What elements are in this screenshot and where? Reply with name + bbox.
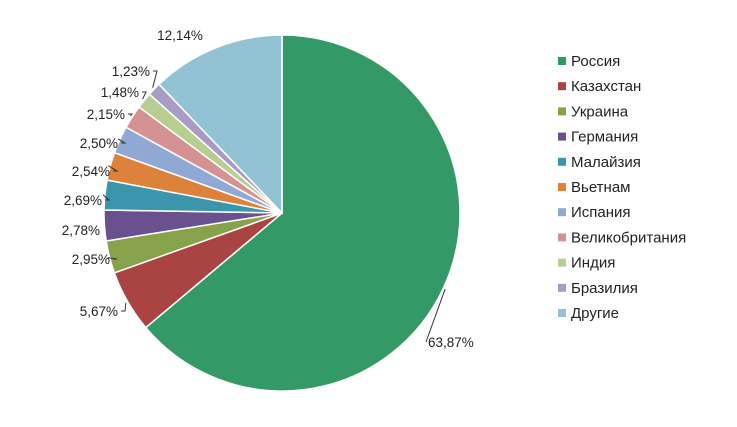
pie-slice-11 [157, 34, 283, 215]
data-label: 2,78% [62, 223, 100, 238]
legend-label: Вьетнам [571, 179, 630, 196]
data-label: 12,14% [157, 28, 203, 43]
leader-line [142, 91, 147, 100]
legend-swatch [558, 57, 566, 65]
legend-label: Малайзия [571, 154, 641, 171]
data-label: 2,15% [87, 107, 125, 122]
leader-line [117, 138, 127, 144]
leader-line [107, 257, 118, 260]
legend-label: Бразилия [571, 280, 638, 297]
legend-swatch [558, 283, 566, 292]
legend-swatch [558, 233, 566, 242]
legend-swatch [558, 183, 566, 191]
legend-label: Германия [571, 129, 638, 146]
data-label: 2,95% [72, 252, 110, 267]
data-label: 2,54% [72, 164, 110, 179]
legend-label: Испания [571, 204, 631, 221]
legend-swatch [558, 157, 566, 166]
legend-swatch [558, 258, 566, 267]
leader-line [425, 288, 446, 343]
data-label: 2,50% [80, 136, 118, 151]
legend-swatch [558, 82, 566, 91]
leader-line [128, 113, 134, 117]
legend-label: Великобритания [571, 229, 686, 246]
legend-label: Индия [571, 255, 615, 272]
legend-swatch [558, 208, 566, 217]
legend-swatch [558, 309, 566, 317]
data-label: 1,23% [112, 64, 150, 79]
data-label: 5,67% [80, 304, 118, 319]
legend-label: Украина [571, 103, 629, 120]
legend-label: Казахстан [571, 78, 641, 95]
leader-line [152, 70, 158, 88]
pie-slice-1 [144, 34, 461, 392]
legend-swatch [558, 132, 566, 141]
leader-line [102, 194, 111, 201]
legend-swatch [558, 107, 566, 116]
data-label: 1,48% [101, 85, 139, 100]
leader-line [108, 165, 119, 172]
data-label: 63,87% [428, 335, 474, 350]
leader-line [121, 302, 127, 312]
legend-label: Другие [571, 305, 619, 322]
data-label: 2,69% [64, 193, 102, 208]
legend-label: Россия [571, 53, 620, 70]
